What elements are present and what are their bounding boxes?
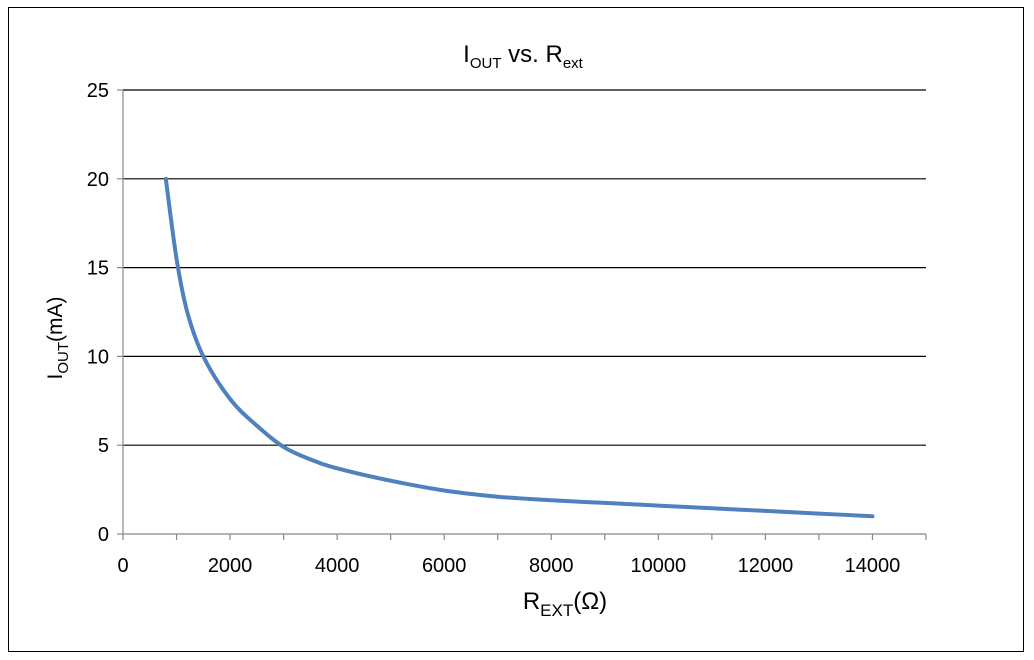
x-tick-label: 10000 <box>631 555 687 577</box>
x-tick-label: 2000 <box>208 555 253 577</box>
x-tick-label: 0 <box>117 555 128 577</box>
y-tick-label: 10 <box>87 346 109 368</box>
chart-title: IOUT vs. Rext <box>463 41 584 72</box>
x-tick-label: 4000 <box>315 555 360 577</box>
series-line <box>163 176 875 519</box>
x-tick-label: 8000 <box>529 555 574 577</box>
y-tick-label: 25 <box>87 80 109 102</box>
x-tick-label: 12000 <box>738 555 794 577</box>
x-axis-label: REXT(Ω) <box>523 588 607 620</box>
y-tick-label: 15 <box>87 258 109 280</box>
plot-area: 0 5 10 15 20 25 0 2000 4000 6000 8000 10000 12000 140… <box>87 80 927 577</box>
y-axis-label: IOUT(mA) <box>44 296 72 379</box>
y-tick-label: 5 <box>98 435 109 457</box>
x-tick-label: 6000 <box>422 555 467 577</box>
x-tick-label: 14000 <box>845 555 901 577</box>
y-tick-label: 0 <box>98 524 109 546</box>
chart-frame <box>8 7 1024 652</box>
y-tick-label: 20 <box>87 169 109 191</box>
